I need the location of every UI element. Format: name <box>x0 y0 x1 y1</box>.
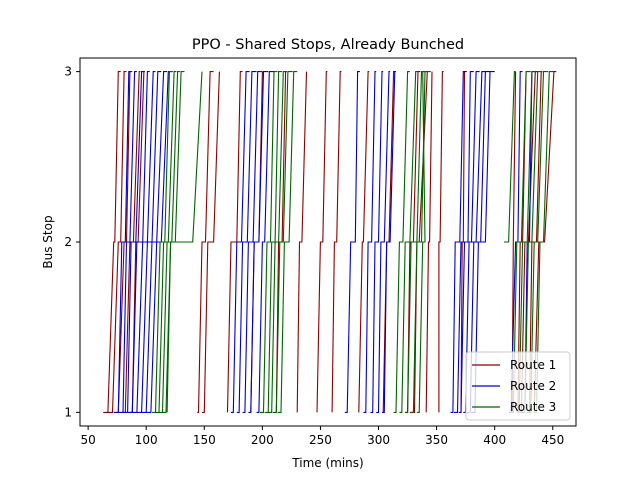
series-line <box>438 71 444 413</box>
series-line <box>264 71 283 413</box>
legend-label: Route 3 <box>510 400 556 414</box>
series-line <box>197 71 214 413</box>
series-line <box>231 71 250 413</box>
x-tick-label: 150 <box>193 433 216 447</box>
series-line <box>152 71 173 413</box>
series-line <box>504 71 516 243</box>
series-line <box>123 71 144 413</box>
series-line <box>370 71 384 413</box>
legend-label: Route 1 <box>510 358 556 372</box>
series-line <box>358 71 370 413</box>
x-tick-label: 50 <box>80 433 95 447</box>
series-line <box>136 71 162 413</box>
y-tick-label: 1 <box>64 405 72 419</box>
x-tick-label: 250 <box>309 433 332 447</box>
series-line <box>533 71 557 413</box>
series-line <box>316 71 328 413</box>
series-line <box>118 71 137 413</box>
y-axis-label: Bus Stop <box>41 215 55 268</box>
series-line <box>425 71 433 413</box>
series-line <box>376 71 391 413</box>
series-line <box>268 71 287 413</box>
x-tick-label: 450 <box>541 433 564 447</box>
x-axis: 50 100 150 200 250 300 350 400 450 <box>80 426 564 447</box>
series-line <box>248 71 269 413</box>
series-line <box>393 71 410 413</box>
x-tick-label: 100 <box>135 433 158 447</box>
series-line <box>103 71 121 413</box>
series-line <box>363 71 377 413</box>
series-line <box>272 71 293 413</box>
y-tick-label: 2 <box>64 235 72 249</box>
x-tick-label: 350 <box>425 433 448 447</box>
legend-label: Route 2 <box>510 379 556 393</box>
series-line <box>399 71 418 413</box>
chart-title: PPO - Shared Stops, Already Bunched <box>192 37 464 53</box>
series-line <box>132 71 156 413</box>
series-line <box>242 71 263 413</box>
series-line <box>159 71 180 413</box>
x-tick-label: 300 <box>367 433 390 447</box>
y-axis: 1 2 3 <box>64 65 80 419</box>
series-line <box>113 71 132 413</box>
series-line <box>463 71 486 413</box>
series-line <box>277 71 298 413</box>
series-line <box>202 71 220 413</box>
series-line <box>155 71 177 413</box>
series-line <box>127 71 150 413</box>
series-line <box>236 71 257 413</box>
series-line <box>256 71 274 413</box>
series-line <box>344 71 360 413</box>
series-line <box>416 71 426 413</box>
series-line <box>458 71 480 413</box>
series-line <box>107 71 127 413</box>
series-line <box>450 71 467 413</box>
plot-area <box>103 71 557 413</box>
x-axis-label: Time (mins) <box>291 456 363 470</box>
series-line <box>166 71 203 413</box>
series-line <box>411 71 431 413</box>
series-line <box>331 71 342 413</box>
x-tick-label: 400 <box>483 433 506 447</box>
series-line <box>382 71 396 413</box>
y-tick-label: 3 <box>64 65 72 79</box>
series-line <box>141 71 168 413</box>
series-2 <box>113 71 537 413</box>
series-line <box>260 71 278 413</box>
legend: Route 1 Route 2 Route 3 <box>465 351 571 421</box>
legend-box <box>465 351 571 421</box>
series-line <box>296 71 308 413</box>
x-tick-label: 200 <box>251 433 274 447</box>
